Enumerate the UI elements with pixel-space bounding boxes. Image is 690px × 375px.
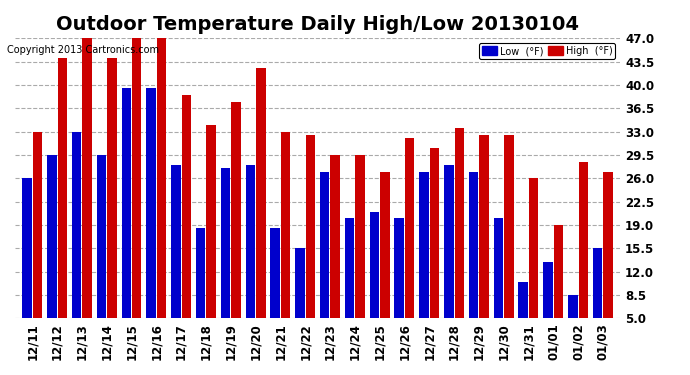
Bar	[306, 135, 315, 352]
Bar	[146, 88, 156, 352]
Bar	[395, 218, 404, 352]
Bar	[593, 248, 602, 352]
Bar	[568, 295, 578, 352]
Bar	[196, 228, 206, 352]
Bar	[518, 282, 528, 352]
Bar	[270, 228, 280, 352]
Bar	[72, 132, 81, 352]
Bar	[603, 172, 613, 352]
Bar	[23, 178, 32, 352]
Bar	[121, 88, 131, 352]
Bar	[504, 135, 513, 352]
Bar	[405, 138, 414, 352]
Bar	[370, 211, 379, 352]
Bar	[444, 165, 453, 352]
Bar	[493, 218, 503, 352]
Bar	[430, 148, 439, 352]
Legend: Low  (°F), High  (°F): Low (°F), High (°F)	[480, 43, 615, 59]
Bar	[355, 155, 365, 352]
Bar	[578, 162, 588, 352]
Bar	[97, 155, 106, 352]
Bar	[181, 95, 191, 352]
Bar	[320, 172, 330, 352]
Bar	[543, 262, 553, 352]
Bar	[480, 135, 489, 352]
Bar	[231, 102, 241, 352]
Bar	[33, 132, 42, 352]
Bar	[157, 38, 166, 352]
Bar	[246, 165, 255, 352]
Bar	[107, 58, 117, 352]
Bar	[331, 155, 340, 352]
Bar	[132, 38, 141, 352]
Bar	[345, 218, 354, 352]
Bar	[380, 172, 390, 352]
Title: Outdoor Temperature Daily High/Low 20130104: Outdoor Temperature Daily High/Low 20130…	[56, 15, 579, 34]
Bar	[58, 58, 67, 352]
Bar	[83, 38, 92, 352]
Bar	[206, 125, 216, 352]
Bar	[455, 128, 464, 352]
Bar	[295, 248, 305, 352]
Bar	[171, 165, 181, 352]
Text: Copyright 2013 Cartronics.com: Copyright 2013 Cartronics.com	[7, 45, 159, 55]
Bar	[420, 172, 428, 352]
Bar	[469, 172, 478, 352]
Bar	[256, 68, 266, 352]
Bar	[47, 155, 57, 352]
Bar	[529, 178, 538, 352]
Bar	[221, 168, 230, 352]
Bar	[553, 225, 563, 352]
Bar	[281, 132, 290, 352]
